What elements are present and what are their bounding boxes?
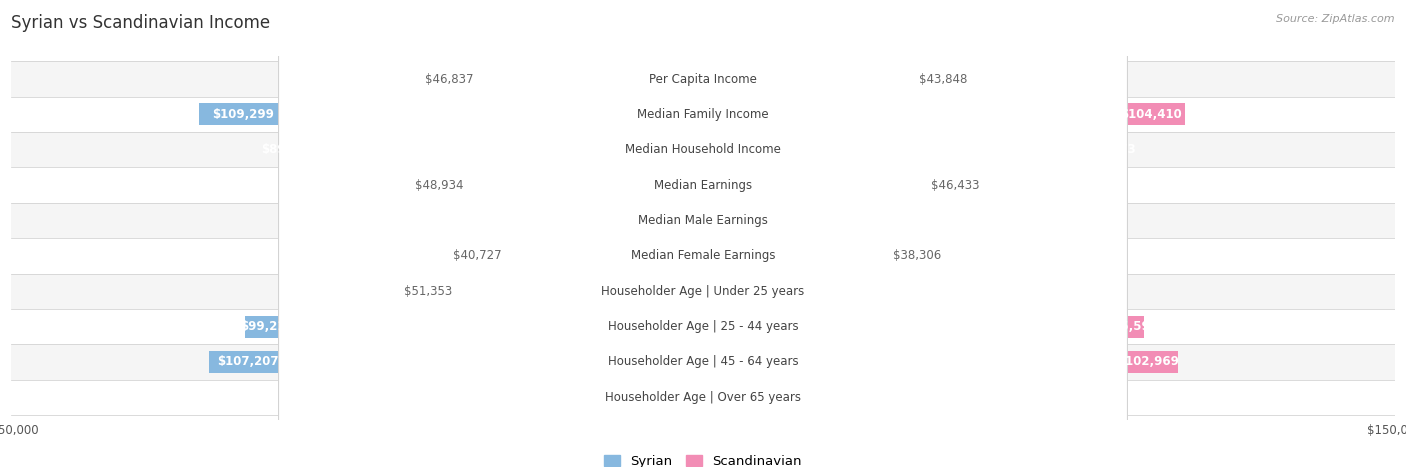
Bar (703, 103, 1184, 125)
Bar (11, 203, 1395, 238)
Text: $107,207: $107,207 (218, 355, 278, 368)
Text: Median Female Earnings: Median Female Earnings (631, 249, 775, 262)
Text: $51,353: $51,353 (404, 285, 453, 298)
Bar (703, 316, 1144, 338)
Text: Source: ZipAtlas.com: Source: ZipAtlas.com (1277, 14, 1395, 24)
FancyBboxPatch shape (278, 0, 1128, 467)
Text: $61,586: $61,586 (1025, 391, 1080, 404)
Text: Median Male Earnings: Median Male Earnings (638, 214, 768, 227)
Bar (703, 68, 905, 90)
Text: Householder Age | Over 65 years: Householder Age | Over 65 years (605, 391, 801, 404)
Bar (198, 103, 703, 125)
Bar (703, 245, 880, 267)
Text: Median Household Income: Median Household Income (626, 143, 780, 156)
FancyBboxPatch shape (278, 0, 1128, 467)
Text: $46,837: $46,837 (425, 72, 474, 85)
Text: $89,830: $89,830 (262, 143, 315, 156)
FancyBboxPatch shape (278, 0, 1128, 467)
Text: Householder Age | 45 - 64 years: Householder Age | 45 - 64 years (607, 355, 799, 368)
Bar (703, 351, 1178, 373)
Bar (703, 280, 946, 302)
Bar (703, 210, 959, 232)
Text: Syrian vs Scandinavian Income: Syrian vs Scandinavian Income (11, 14, 270, 32)
Text: $102,969: $102,969 (1116, 355, 1178, 368)
Bar (703, 139, 1099, 161)
Text: Householder Age | 25 - 44 years: Householder Age | 25 - 44 years (607, 320, 799, 333)
Bar (246, 316, 703, 338)
FancyBboxPatch shape (278, 0, 1128, 467)
Bar (477, 174, 703, 196)
Bar (11, 61, 1395, 97)
Bar (11, 309, 1395, 344)
Text: $55,527: $55,527 (1012, 214, 1066, 227)
Bar (208, 351, 703, 373)
Text: Median Family Income: Median Family Income (637, 108, 769, 121)
FancyBboxPatch shape (278, 0, 1128, 467)
Text: $86,073: $86,073 (1083, 143, 1136, 156)
Bar (11, 238, 1395, 274)
Bar (11, 274, 1395, 309)
Bar (288, 139, 703, 161)
Text: $52,654: $52,654 (1005, 285, 1059, 298)
Bar (11, 380, 1395, 415)
Text: $63,494: $63,494 (322, 391, 375, 404)
Text: $48,934: $48,934 (415, 178, 464, 191)
Text: Median Earnings: Median Earnings (654, 178, 752, 191)
Bar (11, 168, 1395, 203)
FancyBboxPatch shape (278, 0, 1128, 467)
Bar (467, 280, 703, 302)
Bar (486, 68, 703, 90)
Text: $58,187: $58,187 (335, 214, 388, 227)
FancyBboxPatch shape (278, 0, 1128, 467)
Bar (11, 344, 1395, 380)
Text: $104,410: $104,410 (1121, 108, 1182, 121)
Bar (11, 97, 1395, 132)
Text: Householder Age | Under 25 years: Householder Age | Under 25 years (602, 285, 804, 298)
Text: $38,306: $38,306 (893, 249, 942, 262)
Legend: Syrian, Scandinavian: Syrian, Scandinavian (605, 455, 801, 467)
Text: $99,215: $99,215 (240, 320, 294, 333)
Bar (11, 132, 1395, 168)
Text: $40,727: $40,727 (453, 249, 502, 262)
Text: Per Capita Income: Per Capita Income (650, 72, 756, 85)
Text: $46,433: $46,433 (931, 178, 980, 191)
Bar (434, 210, 703, 232)
FancyBboxPatch shape (278, 0, 1128, 467)
Bar (515, 245, 703, 267)
Text: $43,848: $43,848 (920, 72, 967, 85)
Text: $95,596: $95,596 (1104, 320, 1159, 333)
Text: $109,299: $109,299 (212, 108, 274, 121)
FancyBboxPatch shape (278, 0, 1128, 467)
Bar (703, 174, 917, 196)
Bar (703, 386, 987, 408)
Bar (411, 386, 703, 408)
FancyBboxPatch shape (278, 0, 1128, 467)
